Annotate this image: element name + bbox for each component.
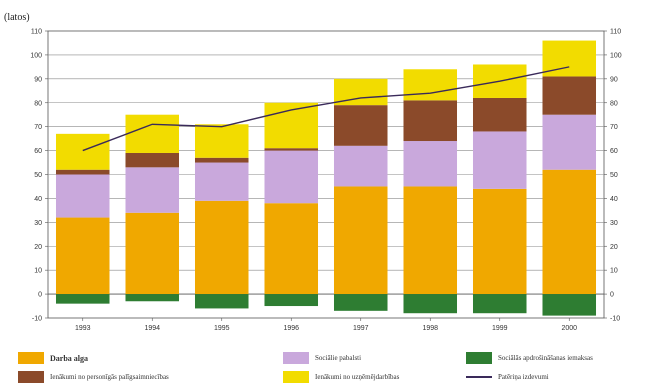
legend-item-paterina-izdevumi: Patēriņa izdevumi: [466, 369, 549, 385]
x-tick-label: 1999: [492, 325, 508, 332]
y-tick-label-left: 70: [34, 124, 42, 131]
y-tick-label-left: 80: [34, 100, 42, 107]
y-tick-label-right: 110: [610, 29, 621, 36]
y-tick-label-right: -10: [610, 316, 620, 323]
y-tick-label-right: 60: [610, 148, 618, 155]
legend-label-socialie-pabalsti: Sociālie pabalsti: [315, 354, 362, 362]
x-tick-label: 1998: [422, 325, 438, 332]
bar-segment: [194, 200, 249, 295]
bar-segment: [194, 294, 249, 309]
bar-segment: [542, 169, 597, 295]
y-unit-label: (latos): [4, 12, 30, 23]
y-tick-label-left: 30: [34, 220, 42, 227]
y-tick-label-left: 100: [30, 52, 42, 59]
x-tick-label: 1996: [283, 325, 299, 332]
y-tick-label-left: 0: [38, 292, 42, 299]
y-tick-label-right: 70: [610, 124, 618, 131]
y-tick-label-right: 0: [610, 292, 614, 299]
bar-segment: [125, 167, 180, 213]
x-tick-label: 1993: [75, 325, 91, 332]
ticks-layer: -10 -10 0 0 10 10 20 20 30 30 40 40 50 50 60 60 70 70 80 80…: [30, 29, 621, 333]
bar-segment: [55, 217, 110, 295]
legend-item-socialie-pabalsti: Sociālie pabalsti: [283, 350, 361, 366]
y-tick-label-left: 20: [34, 244, 42, 251]
legend-item-uznemejdarbiba: Ienākumi no uzņēmējdarbības: [283, 369, 399, 385]
y-tick-label-right: 40: [610, 196, 618, 203]
legend-swatch-uznemejdarbiba: [283, 371, 309, 383]
bar-segment: [55, 169, 110, 175]
line-series-paterina-izdevumi: [82, 66, 570, 152]
bar-segment: [264, 148, 319, 151]
bar-segment: [542, 76, 597, 115]
y-tick-label-left: 90: [34, 76, 42, 83]
y-tick-label-left: 110: [31, 29, 42, 36]
y-tick-label-left: -10: [32, 316, 42, 323]
y-tick-label-left: 50: [34, 172, 42, 179]
bar-segment: [542, 114, 597, 170]
y-tick-label-right: 30: [610, 220, 618, 227]
bar-segment: [125, 114, 180, 153]
x-tick-label: 1994: [144, 325, 160, 332]
y-tick-label-right: 90: [610, 76, 618, 83]
y-tick-label-right: 80: [610, 100, 618, 107]
x-tick-label: 2000: [561, 325, 577, 332]
bar-segment: [333, 294, 388, 311]
x-tick-label: 1997: [353, 325, 369, 332]
bar-segment: [55, 294, 110, 304]
bar-segment: [194, 162, 249, 201]
bar-segment: [333, 145, 388, 187]
bar-segment: [472, 131, 527, 189]
bar-segment: [264, 294, 319, 307]
bars-layer: [55, 40, 597, 316]
bar-segment: [125, 212, 180, 295]
y-tick-label-right: 100: [610, 52, 622, 59]
bar-segment: [125, 294, 180, 302]
bar-segment: [264, 203, 319, 295]
y-tick-label-right: 10: [610, 268, 618, 275]
y-tick-label-left: 40: [34, 196, 42, 203]
bar-segment: [403, 100, 458, 142]
bar-segment: [403, 294, 458, 314]
x-tick-label: 1995: [214, 325, 230, 332]
y-tick-label-right: 20: [610, 244, 618, 251]
y-tick-label-left: 10: [34, 268, 42, 275]
y-tick-label-right: 50: [610, 172, 618, 179]
legend-swatch-socialie-pabalsti: [283, 352, 309, 364]
bar-segment: [55, 174, 110, 218]
bar-segment: [194, 157, 249, 163]
legend: Darba alga Sociālie pabalsti Sociālās ap…: [0, 340, 659, 390]
bar-segment: [542, 294, 597, 316]
legend-item-iemaksas: Sociālās apdrošināšanas iemaksas: [466, 350, 593, 366]
bar-segment: [55, 133, 110, 170]
bar-segment: [472, 188, 527, 295]
bar-segment: [403, 186, 458, 295]
legend-swatch-iemaksas: [466, 352, 492, 364]
legend-label-palgsaimnieciba: Ienākumi no personīgās palīgsaimniecības: [50, 373, 169, 381]
legend-label-paterina-izdevumi: Patēriņa izdevumi: [498, 373, 549, 381]
bar-segment: [472, 294, 527, 314]
legend-label-uznemejdarbiba: Ienākumi no uzņēmējdarbības: [315, 373, 400, 381]
legend-label-darba-alga: Darba alga: [50, 353, 88, 363]
bar-segment: [125, 152, 180, 168]
bar-segment: [403, 69, 458, 101]
bar-segment: [333, 186, 388, 295]
bar-segment: [264, 150, 319, 204]
line-layer: [82, 66, 570, 152]
legend-label-iemaksas: Sociālās apdrošināšanas iemaksas: [498, 354, 593, 362]
legend-item-palgsaimnieciba: Ienākumi no personīgās palīgsaimniecības: [18, 369, 169, 385]
legend-swatch-palgsaimnieciba: [18, 371, 44, 383]
legend-swatch-darba-alga: [18, 352, 44, 364]
legend-item-darba-alga: Darba alga: [18, 350, 88, 366]
bar-segment: [194, 124, 249, 158]
bar-segment: [472, 97, 527, 132]
bar-segment: [403, 141, 458, 187]
y-tick-label-left: 60: [34, 148, 42, 155]
legend-line-paterina-izdevumi: [466, 376, 492, 378]
bar-segment: [333, 105, 388, 146]
